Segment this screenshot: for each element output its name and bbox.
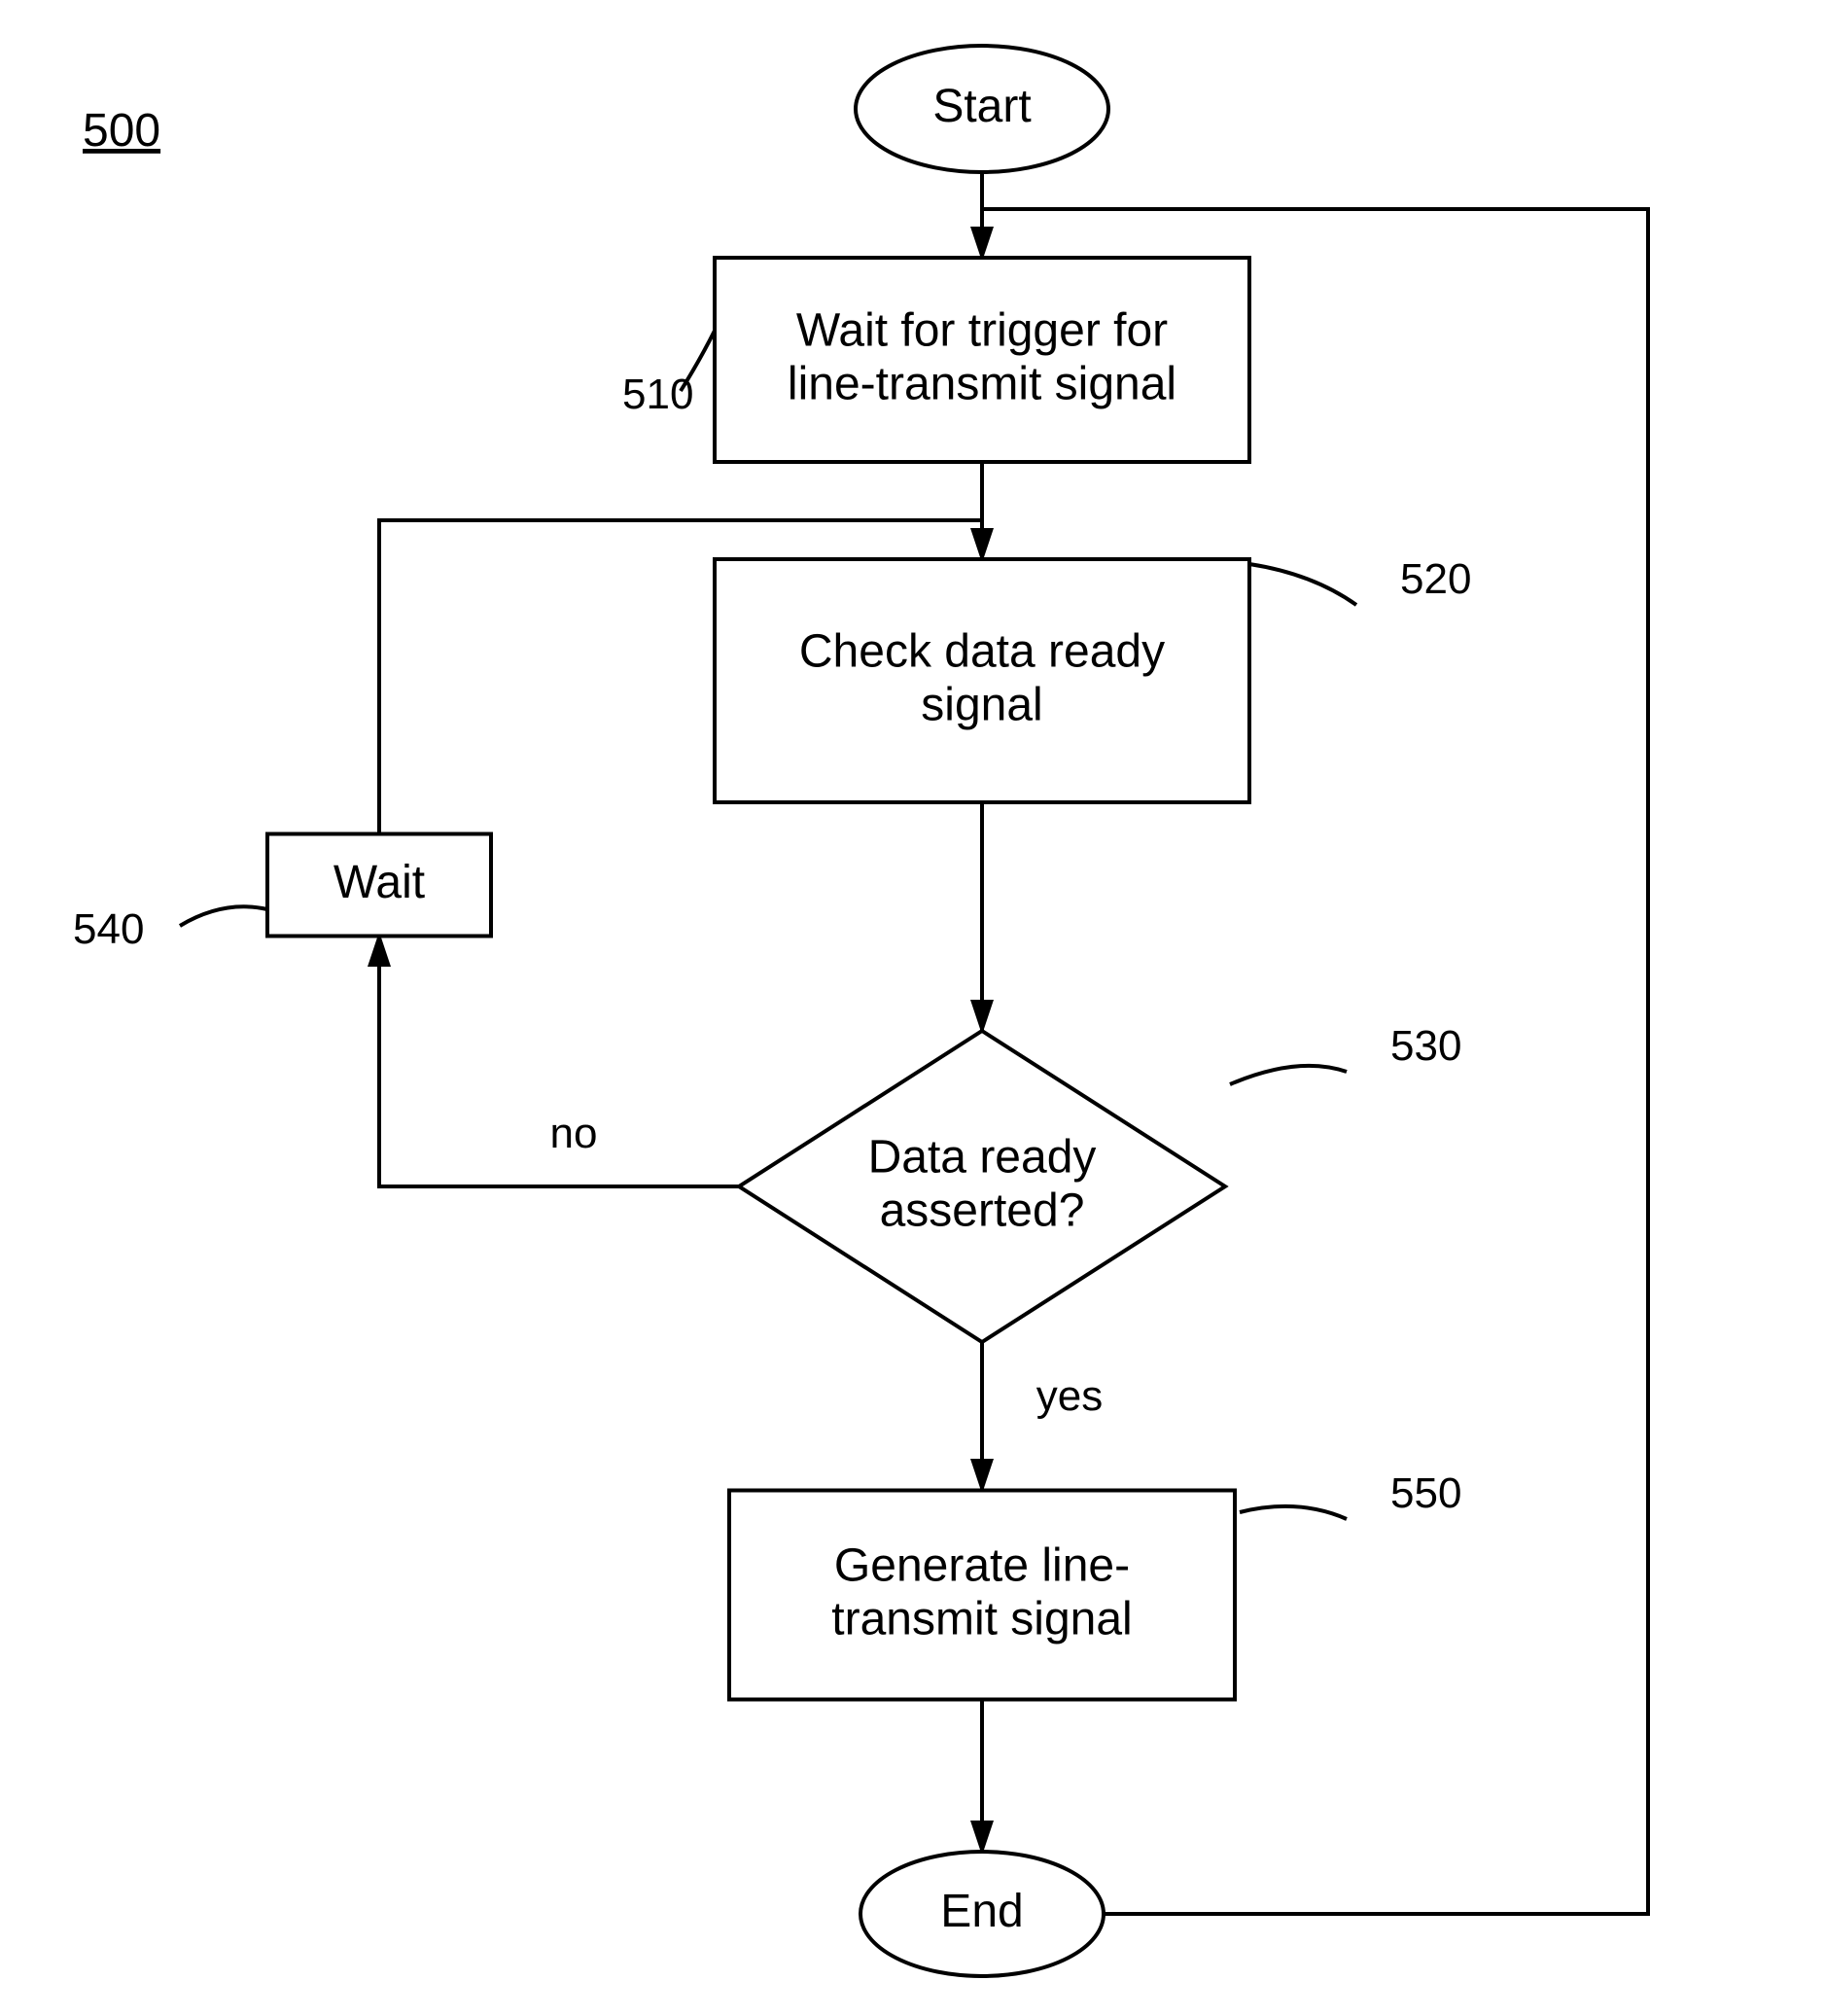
node-n550: Generate line-transmit signal <box>729 1491 1235 1700</box>
edge-label-no: no <box>550 1110 598 1157</box>
flowchart: 500 yes no Start Wait for trigger forline-tr… <box>0 0 1825 2011</box>
node-n540: Wait <box>267 834 491 937</box>
ref-label-510: 510 <box>622 371 693 418</box>
svg-text:End: End <box>940 1886 1023 1937</box>
svg-text:Wait: Wait <box>333 857 425 908</box>
ref-label-540: 540 <box>73 905 144 953</box>
node-n510: Wait for trigger forline-transmit signal <box>715 258 1249 462</box>
node-n520: Check data readysignal <box>715 559 1249 802</box>
ref-label-520: 520 <box>1400 555 1471 603</box>
figure-label: 500 <box>83 105 160 157</box>
ref-label-530: 530 <box>1390 1022 1461 1070</box>
svg-text:Start: Start <box>932 81 1031 132</box>
node-end: End <box>860 1852 1104 1976</box>
edge-label-yes: yes <box>1036 1372 1103 1420</box>
ref-label-550: 550 <box>1390 1469 1461 1517</box>
node-n530: Data readyasserted? <box>739 1031 1225 1342</box>
node-start: Start <box>856 46 1108 172</box>
